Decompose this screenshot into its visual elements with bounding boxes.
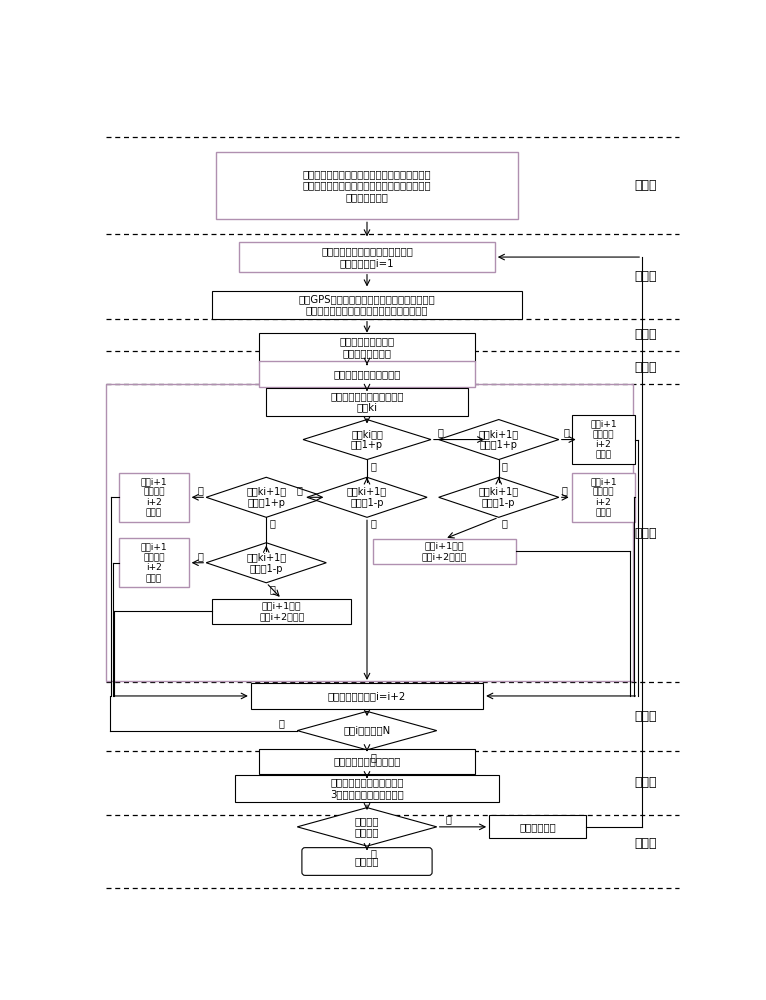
Text: 判断ki+1是
否大于1+p: 判断ki+1是 否大于1+p xyxy=(479,429,519,450)
Polygon shape xyxy=(303,420,431,460)
Text: 是: 是 xyxy=(437,428,444,438)
Text: 从最靠近线路起点的第一辆公交车
开始检索，令i=1: 从最靠近线路起点的第一辆公交车 开始检索，令i=1 xyxy=(321,246,413,268)
Text: 计算各车辆之间预期间距: 计算各车辆之间预期间距 xyxy=(333,369,401,379)
Text: 否: 否 xyxy=(370,752,376,762)
FancyBboxPatch shape xyxy=(258,749,476,774)
Text: 判断ki是否
大于1+p: 判断ki是否 大于1+p xyxy=(351,429,383,450)
Text: 调度i+1
车减速，
i+2
车加速: 调度i+1 车减速， i+2 车加速 xyxy=(590,477,617,517)
FancyBboxPatch shape xyxy=(119,538,188,587)
Text: 是: 是 xyxy=(279,718,285,728)
Text: 将线路长度、对理想间距偏差的容忍度、公交车
线路走向、线路起终点坐标和线路经过交叉口的
坐标存于系统中: 将线路长度、对理想间距偏差的容忍度、公交车 线路走向、线路起终点坐标和线路经过交… xyxy=(303,169,431,202)
Text: 计算各车辆之间的理
想间距和运行间距: 计算各车辆之间的理 想间距和运行间距 xyxy=(339,336,394,358)
FancyBboxPatch shape xyxy=(212,599,352,624)
Text: 步骤三: 步骤三 xyxy=(635,328,657,341)
Text: 是: 是 xyxy=(198,551,203,561)
Polygon shape xyxy=(297,808,437,846)
Text: 调度i+1
车减速，
i+2
车减速: 调度i+1 车减速， i+2 车减速 xyxy=(590,419,617,460)
Text: 根据GPS获得同一时间在线路长度上运行的公交
车数目，各公交车坐标，各公交车的运行速度: 根据GPS获得同一时间在线路长度上运行的公交 车数目，各公交车坐标，各公交车的运… xyxy=(299,294,435,316)
Text: 否: 否 xyxy=(446,814,451,824)
FancyBboxPatch shape xyxy=(212,291,522,319)
Text: 步骤二: 步骤二 xyxy=(635,270,657,283)
Text: 步骤一: 步骤一 xyxy=(635,179,657,192)
Text: 调度i+1
车加速，
i+2
车加速: 调度i+1 车加速， i+2 车加速 xyxy=(141,543,167,583)
Text: 结束调度: 结束调度 xyxy=(355,857,379,867)
FancyBboxPatch shape xyxy=(216,152,518,219)
FancyBboxPatch shape xyxy=(258,361,476,387)
Polygon shape xyxy=(297,711,437,750)
Text: 计算预期间距与理想间距的
比值ki: 计算预期间距与理想间距的 比值ki xyxy=(330,391,404,413)
Text: 步骤八: 步骤八 xyxy=(635,837,657,850)
Text: 调度i+1车加
速，i+2车加速: 调度i+1车加 速，i+2车加速 xyxy=(259,602,304,621)
Text: 计算全部车辆的平均速度: 计算全部车辆的平均速度 xyxy=(333,756,401,766)
Text: 判断运营
是否结束: 判断运营 是否结束 xyxy=(355,816,379,838)
Text: 步骤四: 步骤四 xyxy=(635,361,657,374)
Text: 调度i+1
车加速，
i+2
车减速: 调度i+1 车加速， i+2 车减速 xyxy=(141,477,167,517)
FancyBboxPatch shape xyxy=(250,683,483,709)
Text: 是: 是 xyxy=(370,848,376,858)
Text: 是: 是 xyxy=(561,485,568,495)
FancyBboxPatch shape xyxy=(119,473,188,522)
Text: 否: 否 xyxy=(370,461,376,471)
Text: 否: 否 xyxy=(270,518,276,528)
Text: 否: 否 xyxy=(270,584,276,594)
Text: 重新开始检索: 重新开始检索 xyxy=(519,822,556,832)
Polygon shape xyxy=(439,477,559,517)
Text: 继续向前搜索，令i=i+2: 继续向前搜索，令i=i+2 xyxy=(328,691,406,701)
Text: 各车辆以调速速度匀速行驶
3分钟后，以平均速度行驶: 各车辆以调速速度匀速行驶 3分钟后，以平均速度行驶 xyxy=(330,778,404,799)
FancyBboxPatch shape xyxy=(302,848,432,875)
Polygon shape xyxy=(307,477,427,517)
Text: 否: 否 xyxy=(502,461,508,471)
Text: 是: 是 xyxy=(563,428,569,438)
FancyBboxPatch shape xyxy=(258,333,476,362)
Text: 判断ki+1是
否大于1+p: 判断ki+1是 否大于1+p xyxy=(246,487,286,508)
FancyBboxPatch shape xyxy=(571,415,635,464)
FancyBboxPatch shape xyxy=(235,774,499,802)
Polygon shape xyxy=(439,420,559,460)
FancyBboxPatch shape xyxy=(267,388,468,416)
Polygon shape xyxy=(206,543,326,583)
Text: 否: 否 xyxy=(502,518,508,528)
Text: 否: 否 xyxy=(370,518,376,528)
Text: 调度i+1车减
速，i+2车减速: 调度i+1车减 速，i+2车减速 xyxy=(422,542,467,561)
Text: 判断i是否小于N: 判断i是否小于N xyxy=(343,726,391,736)
Polygon shape xyxy=(206,477,326,517)
Text: 步骤五: 步骤五 xyxy=(635,527,657,540)
FancyBboxPatch shape xyxy=(239,242,495,272)
Text: 步骤七: 步骤七 xyxy=(635,776,657,789)
Text: 判断ki+1是
否小于1-p: 判断ki+1是 否小于1-p xyxy=(479,487,519,508)
Text: 步骤六: 步骤六 xyxy=(635,710,657,723)
Text: 判断ki+1是
否小于1-p: 判断ki+1是 否小于1-p xyxy=(246,552,286,574)
Text: 判断ki+1是
否小于1-p: 判断ki+1是 否小于1-p xyxy=(347,487,387,508)
FancyBboxPatch shape xyxy=(373,539,516,564)
FancyBboxPatch shape xyxy=(489,815,586,838)
Text: 是: 是 xyxy=(296,485,303,495)
Text: 是: 是 xyxy=(198,485,203,495)
FancyBboxPatch shape xyxy=(571,473,635,522)
